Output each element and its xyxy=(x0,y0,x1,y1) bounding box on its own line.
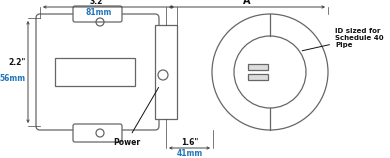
Text: Power: Power xyxy=(113,87,159,147)
Text: 2.2": 2.2" xyxy=(9,58,26,67)
Text: A: A xyxy=(243,0,251,6)
Bar xyxy=(248,74,268,80)
Text: 81mm: 81mm xyxy=(85,8,112,17)
Bar xyxy=(55,58,135,86)
Text: 3.2": 3.2" xyxy=(90,0,107,6)
FancyBboxPatch shape xyxy=(73,6,122,22)
FancyBboxPatch shape xyxy=(73,124,122,142)
Bar xyxy=(248,64,268,70)
Text: ID sized for
Schedule 40
Pipe: ID sized for Schedule 40 Pipe xyxy=(302,28,384,51)
Text: 1.6": 1.6" xyxy=(181,138,198,147)
Text: 56mm: 56mm xyxy=(0,74,26,83)
FancyBboxPatch shape xyxy=(36,14,159,130)
Text: 41mm: 41mm xyxy=(176,149,203,158)
Bar xyxy=(155,25,177,119)
